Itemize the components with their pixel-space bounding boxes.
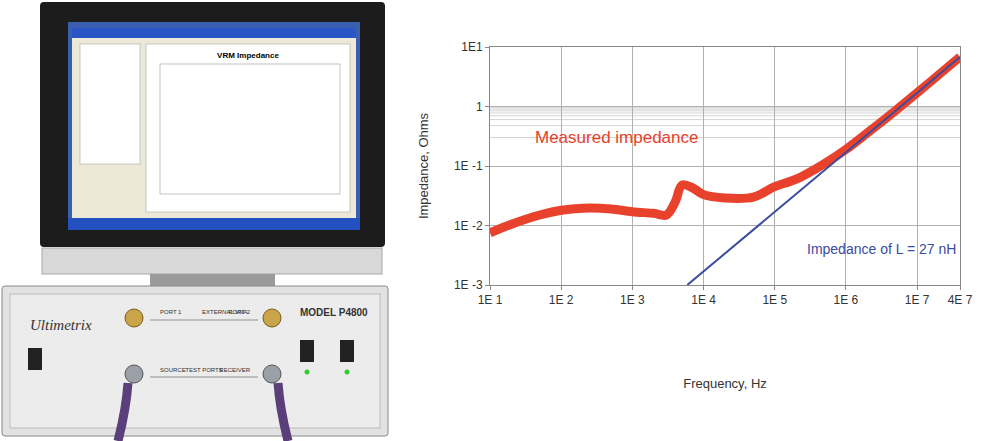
svg-text:1E -2: 1E -2 xyxy=(454,219,483,233)
svg-text:Impedance of L = 27 nH: Impedance of L = 27 nH xyxy=(807,241,956,257)
svg-text:PORT 1: PORT 1 xyxy=(160,309,182,315)
svg-text:SOURCE: SOURCE xyxy=(160,367,186,373)
svg-text:1E -3: 1E -3 xyxy=(454,278,483,292)
svg-text:1: 1 xyxy=(476,100,483,114)
svg-text:1E 2: 1E 2 xyxy=(549,293,574,307)
svg-text:Measured impedance: Measured impedance xyxy=(535,128,698,147)
svg-text:1E 7: 1E 7 xyxy=(905,293,930,307)
svg-text:PORT 2: PORT 2 xyxy=(229,309,251,315)
svg-text:1E 1: 1E 1 xyxy=(478,293,503,307)
svg-text:Frequency, Hz: Frequency, Hz xyxy=(683,376,767,391)
svg-text:MODEL P4800: MODEL P4800 xyxy=(300,307,368,318)
svg-text:4E 7: 4E 7 xyxy=(948,293,973,307)
svg-text:Ultimetrix: Ultimetrix xyxy=(30,317,92,333)
svg-text:1E 6: 1E 6 xyxy=(834,293,859,307)
svg-text:Impedance, Ohms: Impedance, Ohms xyxy=(416,112,431,219)
svg-text:RECEIVER: RECEIVER xyxy=(219,367,250,373)
svg-text:1E 4: 1E 4 xyxy=(691,293,716,307)
svg-text:EXTERNAL VNA: EXTERNAL VNA xyxy=(202,309,248,315)
svg-text:1E1: 1E1 xyxy=(461,40,483,54)
svg-text:TEST PORTS: TEST PORTS xyxy=(185,367,222,373)
svg-text:1E -1: 1E -1 xyxy=(454,159,483,173)
svg-text:1E 5: 1E 5 xyxy=(762,293,787,307)
svg-text:1E 3: 1E 3 xyxy=(620,293,645,307)
svg-text:VRM Impedance: VRM Impedance xyxy=(217,51,279,60)
